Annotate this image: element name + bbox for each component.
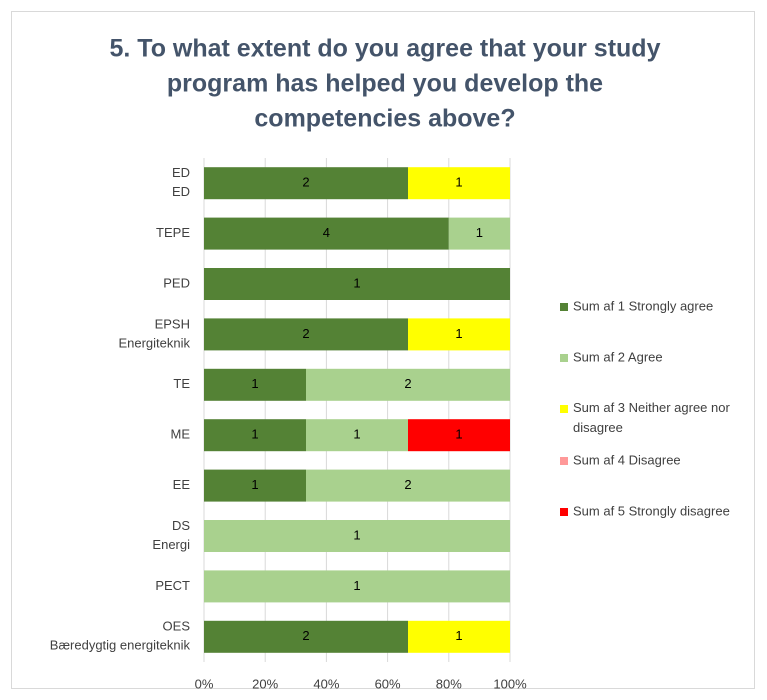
y-tick-label: PED xyxy=(163,275,190,290)
data-label: 1 xyxy=(353,427,360,442)
bar-segment xyxy=(306,368,510,401)
data-label: 1 xyxy=(251,477,258,492)
y-tick-label: EE xyxy=(173,477,191,492)
y-tick-label: Energi xyxy=(152,537,190,552)
x-tick-label: 60% xyxy=(375,676,401,691)
legend-label-line: Sum af 3 Neither agree nor xyxy=(573,400,730,415)
x-tick-label: 20% xyxy=(252,676,278,691)
data-label: 1 xyxy=(353,275,360,290)
data-label: 1 xyxy=(251,427,258,442)
legend-swatch xyxy=(560,354,568,362)
bar-segment xyxy=(306,469,510,502)
y-tick-label: TE xyxy=(173,376,190,391)
y-tick-label: EPSH xyxy=(155,316,190,331)
y-tick-label: ED xyxy=(172,165,190,180)
data-label: 2 xyxy=(404,477,411,492)
legend-swatch xyxy=(560,457,568,465)
bar-segment xyxy=(306,419,408,452)
data-label: 1 xyxy=(455,628,462,643)
x-tick-label: 80% xyxy=(436,676,462,691)
chart-title: competencies above? xyxy=(254,105,515,133)
data-label: 1 xyxy=(353,578,360,593)
bar-segment xyxy=(204,368,306,401)
y-tick-label: Bæredygtig energiteknik xyxy=(50,638,191,653)
bar-segment xyxy=(204,268,510,300)
bar-segment xyxy=(408,419,510,452)
legend-label: Sum af 2 Agree xyxy=(573,349,663,364)
bar-segment xyxy=(204,419,306,452)
legend-label: Sum af 3 Neither agree nor disagree xyxy=(573,400,730,435)
legend-label-line: disagree xyxy=(573,420,623,435)
bar-segment xyxy=(408,167,510,200)
data-label: 2 xyxy=(404,376,411,391)
bar-segment xyxy=(204,167,408,200)
legend-swatch xyxy=(560,405,568,413)
x-tick-label: 40% xyxy=(313,676,339,691)
bar-segment xyxy=(408,318,510,351)
data-label: 4 xyxy=(323,225,330,240)
y-tick-label: ME xyxy=(171,427,191,442)
legend-label: Sum af 5 Strongly disagree xyxy=(573,503,730,518)
data-label: 1 xyxy=(476,225,483,240)
bar-segment xyxy=(448,217,510,250)
legend-label: Sum af 4 Disagree xyxy=(573,452,681,467)
y-tick-label: PECT xyxy=(155,578,190,593)
data-label: 1 xyxy=(353,527,360,542)
y-tick-label: TEPE xyxy=(156,225,190,240)
data-label: 2 xyxy=(302,175,309,190)
data-label: 2 xyxy=(302,628,309,643)
y-tick-label: DS xyxy=(172,518,190,533)
y-tick-label: OES xyxy=(163,619,191,634)
data-label: 1 xyxy=(455,427,462,442)
chart-title: 5. To what extent do you agree that your… xyxy=(109,35,660,63)
bar-segment xyxy=(204,217,449,250)
legend-swatch xyxy=(560,303,568,311)
data-label: 1 xyxy=(251,376,258,391)
data-label: 2 xyxy=(302,326,309,341)
y-tick-label: Energiteknik xyxy=(118,335,190,350)
bar-segment xyxy=(204,570,510,603)
x-tick-label: 0% xyxy=(195,676,214,691)
bar-segment xyxy=(204,469,306,502)
bar-segment xyxy=(204,620,408,653)
legend-label: Sum af 1 Strongly agree xyxy=(573,298,713,313)
bar-segment xyxy=(408,620,510,653)
bar-segment xyxy=(204,520,510,552)
y-tick-label: ED xyxy=(172,184,190,199)
chart-title: program has helped you develop the xyxy=(167,70,603,98)
x-tick-label: 100% xyxy=(493,676,527,691)
legend-swatch xyxy=(560,508,568,516)
bar-segment xyxy=(204,318,408,351)
data-label: 1 xyxy=(455,175,462,190)
data-label: 1 xyxy=(455,326,462,341)
